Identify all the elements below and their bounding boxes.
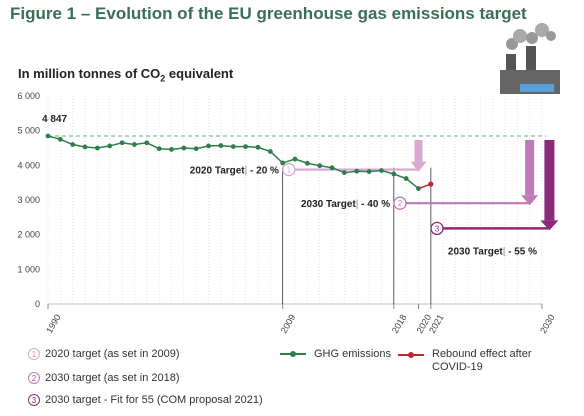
legend-item-2030-target-2018: 2 2030 target (as set in 2018) xyxy=(28,372,180,384)
marker-number: 1 xyxy=(287,166,292,175)
ghg-point xyxy=(354,168,360,174)
ghg-point xyxy=(292,156,298,162)
x-tick-label: 1990 xyxy=(44,313,63,335)
ghg-point xyxy=(144,140,150,146)
annotation-labels: 4 847 2020 Target| - 20 % 1 2030 Target| - … xyxy=(42,114,537,257)
ghg-point xyxy=(379,168,384,173)
peak-value-label: 4 847 xyxy=(42,114,67,125)
target-2030-40-label: 2030 Target| - 40 % xyxy=(301,199,390,210)
marker-number: 2 xyxy=(398,199,403,208)
ghg-point xyxy=(70,142,76,147)
ghg-point xyxy=(181,145,187,151)
x-tick-label: 2030 xyxy=(538,313,557,335)
ghg-point xyxy=(403,176,409,181)
ghg-point xyxy=(280,160,286,166)
legend-item-rebound: Rebound effect after COVID-19 xyxy=(398,348,552,374)
ghg-point xyxy=(342,170,347,176)
x-tick-label: 2018 xyxy=(390,313,409,335)
ghg-point xyxy=(206,143,211,149)
axes: 0 1 000 2 000 3 000 4 000 5 000 6 000 1990 2009 2… xyxy=(17,91,556,335)
legend-label-rebound: Rebound effect after COVID-19 xyxy=(432,348,532,373)
ghg-point xyxy=(329,165,335,171)
ghg-point xyxy=(132,142,137,147)
legend-swatch-ghg xyxy=(280,351,306,357)
target-markers xyxy=(48,135,559,231)
ghg-point xyxy=(57,136,63,142)
legend-item-ghg: GHG emissions xyxy=(280,348,391,360)
legend-item-2030-target-fit55: 3 2030 target - Fit for 55 (COM proposal… xyxy=(28,394,263,406)
ghg-point xyxy=(230,144,236,150)
legend-marker-3: 3 xyxy=(28,394,40,406)
arrow-shaft xyxy=(544,139,555,221)
arrow-head xyxy=(521,195,539,206)
ghg-point xyxy=(255,144,261,150)
ghg-point xyxy=(95,145,100,151)
marker-number: 3 xyxy=(435,224,440,233)
arrow-head xyxy=(540,220,559,231)
marker-circle xyxy=(430,221,444,236)
arrow-head xyxy=(410,161,427,172)
chart-title: Figure 1 – Evolution of the EU greenhous… xyxy=(10,4,527,23)
marker-circle xyxy=(393,196,407,210)
ghg-point xyxy=(45,133,51,139)
arrow-shaft xyxy=(414,139,423,162)
y-tick-label: 6 000 xyxy=(17,91,40,101)
y-tick-label: 4 000 xyxy=(17,160,40,170)
marker-2: 2 xyxy=(393,196,407,210)
marker-circle xyxy=(282,162,296,177)
legend-label-2: 2030 target (as set in 2018) xyxy=(45,372,180,384)
target-2030-55-arrow xyxy=(540,139,559,231)
target-2020-arrow xyxy=(410,139,427,172)
ghg-point xyxy=(243,144,249,150)
ghg-point xyxy=(193,146,199,152)
target-2030-40-arrow xyxy=(521,139,539,206)
target-2030-55-label: 2030 Target| - 55 % xyxy=(448,246,537,257)
y-axis-title-sub: 2 xyxy=(160,73,166,84)
y-tick-label: 0 xyxy=(35,299,40,309)
ghg-point xyxy=(169,146,174,152)
legend-marker-1: 1 xyxy=(28,348,40,360)
ghg-point xyxy=(82,144,88,150)
ghg-point xyxy=(317,163,323,169)
x-tick-label: 2009 xyxy=(279,313,298,335)
marker-1: 1 xyxy=(282,162,296,177)
ghg-point xyxy=(218,143,224,148)
ghg-point xyxy=(304,160,310,166)
legend-swatch-rebound xyxy=(398,352,424,358)
marker-3: 3 xyxy=(430,221,444,236)
legend-label-1: 2020 target (as set in 2009) xyxy=(45,348,180,360)
y-tick-label: 1 000 xyxy=(17,264,40,274)
y-tick-label: 2 000 xyxy=(17,230,40,240)
y-tick-label: 5 000 xyxy=(17,126,40,136)
legend-item-2020-target: 1 2020 target (as set in 2009) xyxy=(28,348,180,360)
legend-label-3: 2030 target - Fit for 55 (COM proposal 2… xyxy=(45,394,263,406)
target-2020-label: 2020 Target| - 20 % xyxy=(190,166,279,177)
series-layer xyxy=(45,133,434,191)
vertical-grid xyxy=(47,96,543,304)
ghg-point xyxy=(107,143,113,149)
ghg-point xyxy=(119,140,125,146)
factory-icon xyxy=(500,23,560,94)
y-axis-title-tail: equivalent xyxy=(165,66,234,81)
y-tick-label: 3 000 xyxy=(17,195,40,205)
arrow-shaft xyxy=(525,139,535,196)
ghg-point xyxy=(267,149,273,154)
ghg-point xyxy=(366,169,372,174)
legend-label-ghg: GHG emissions xyxy=(314,348,392,360)
legend-marker-2: 2 xyxy=(28,372,40,384)
y-axis-title: In million tonnes of CO2 equivalent xyxy=(18,66,233,84)
ghg-point xyxy=(156,146,162,152)
ghg-point xyxy=(391,171,397,177)
rebound-point xyxy=(428,181,434,187)
y-axis-title-main: In million tonnes of CO xyxy=(18,66,161,81)
